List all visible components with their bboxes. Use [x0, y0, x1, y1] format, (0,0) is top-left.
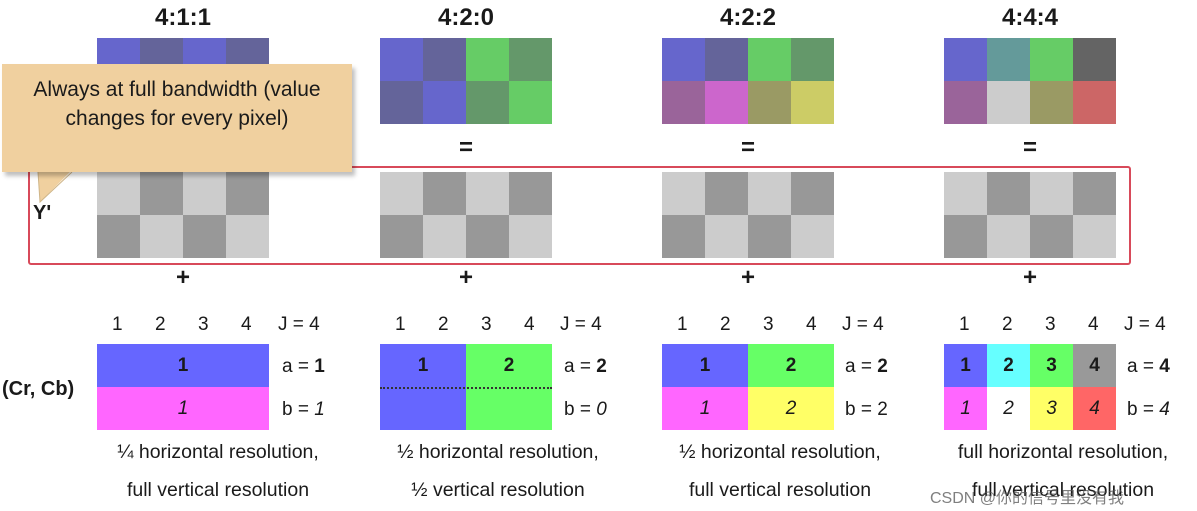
callout-pointer: [37, 170, 73, 204]
col-index: 2: [720, 314, 731, 335]
a-value: 4: [1159, 356, 1170, 377]
resolution-line2: full vertical resolution: [688, 479, 872, 501]
plus-422: +: [740, 264, 755, 291]
chroma-cell-a1: 1: [97, 344, 269, 387]
luma-highlight-box: [28, 166, 1131, 265]
luma-grid-444: [944, 172, 1116, 258]
col-index: 4: [1088, 314, 1099, 335]
b-label: b = 2: [845, 399, 888, 420]
chroma-cell-b3: 3: [1030, 387, 1073, 430]
a-label: a = 1: [282, 356, 325, 377]
b-value: 4: [1159, 399, 1170, 420]
a-value: 1: [314, 356, 325, 377]
col-index: 1: [112, 314, 123, 335]
chroma-cell-b4: 4: [1073, 387, 1116, 430]
resolution-line1: ¼ horizontal resolution,: [117, 441, 319, 463]
resolution-line1: ½ horizontal resolution,: [679, 441, 881, 463]
chroma-cell-a2: 2: [748, 344, 834, 387]
resolution-line2: full vertical resolution: [126, 479, 310, 501]
combined-grid-420: [380, 38, 552, 124]
row-divider: [380, 387, 552, 389]
col-index: 2: [438, 314, 449, 335]
chroma-cell-a1: 1: [380, 344, 466, 387]
j-label: J = 4: [278, 314, 320, 335]
chroma-cell-b2: 2: [987, 387, 1030, 430]
b-value: 2: [877, 399, 888, 420]
chroma-cell-a2: 2: [987, 344, 1030, 387]
col-index: 1: [959, 314, 970, 335]
j-label: J = 4: [1124, 314, 1166, 335]
resolution-line2: full vertical resolution: [971, 479, 1155, 501]
col-index: 3: [763, 314, 774, 335]
plus-420: +: [458, 264, 473, 291]
title-411: 4:1:1: [154, 4, 212, 31]
chroma-cell-a4: 4: [1073, 344, 1116, 387]
chroma-cell-b1: [380, 387, 466, 430]
a-label: a = 2: [564, 356, 607, 377]
resolution-line1: full horizontal resolution,: [957, 441, 1169, 463]
col-index: 3: [1045, 314, 1056, 335]
col-index: 2: [1002, 314, 1013, 335]
b-value: 1: [314, 399, 325, 420]
chroma-cell-a2: 2: [466, 344, 552, 387]
plus-444: +: [1022, 264, 1037, 291]
j-label: J = 4: [560, 314, 602, 335]
b-label: b = 1: [282, 399, 325, 420]
equals-444: =: [1022, 134, 1037, 161]
chroma-cell-a3: 3: [1030, 344, 1073, 387]
combined-grid-422: [662, 38, 834, 124]
plus-411: +: [175, 264, 190, 291]
chroma-cell-b2: 2: [748, 387, 834, 430]
a-value: 2: [596, 356, 607, 377]
chroma-cell-a1: 1: [662, 344, 748, 387]
col-index: 2: [155, 314, 166, 335]
luma-grid-420: [380, 172, 552, 258]
a-value: 2: [877, 356, 888, 377]
y-label: Y': [33, 202, 52, 224]
col-index: 4: [241, 314, 252, 335]
b-label: b = 0: [564, 399, 607, 420]
col-index: 3: [481, 314, 492, 335]
col-index: 3: [198, 314, 209, 335]
col-index: 1: [395, 314, 406, 335]
title-444: 4:4:4: [1001, 4, 1059, 31]
luma-grid-422: [662, 172, 834, 258]
callout-box: Always at full bandwidth (value changes …: [2, 64, 352, 172]
resolution-line2: ½ vertical resolution: [411, 479, 585, 501]
title-422: 4:2:2: [719, 4, 777, 31]
resolution-line1: ½ horizontal resolution,: [397, 441, 599, 463]
col-index: 1: [677, 314, 688, 335]
equals-422: =: [740, 134, 755, 161]
col-index: 4: [524, 314, 535, 335]
b-value: 0: [596, 399, 607, 420]
col-index: 4: [806, 314, 817, 335]
title-420: 4:2:0: [437, 4, 495, 31]
chroma-cell-b2: [466, 387, 552, 430]
a-label: a = 2: [845, 356, 888, 377]
callout-text: Always at full bandwidth (value changes …: [33, 78, 321, 130]
j-label: J = 4: [842, 314, 884, 335]
chroma-cell-b1: 1: [97, 387, 269, 430]
equals-420: =: [458, 134, 473, 161]
combined-grid-444: [944, 38, 1116, 124]
chroma-cell-b1: 1: [944, 387, 987, 430]
b-label: b = 4: [1127, 399, 1170, 420]
a-label: a = 4: [1127, 356, 1170, 377]
chroma-cell-a1: 1: [944, 344, 987, 387]
chroma-cell-b1: 1: [662, 387, 748, 430]
luma-grid-411: [97, 172, 269, 258]
chroma-label: (Cr, Cb): [2, 378, 75, 400]
watermark: CSDN @你的信号里没有我: [930, 490, 1125, 507]
